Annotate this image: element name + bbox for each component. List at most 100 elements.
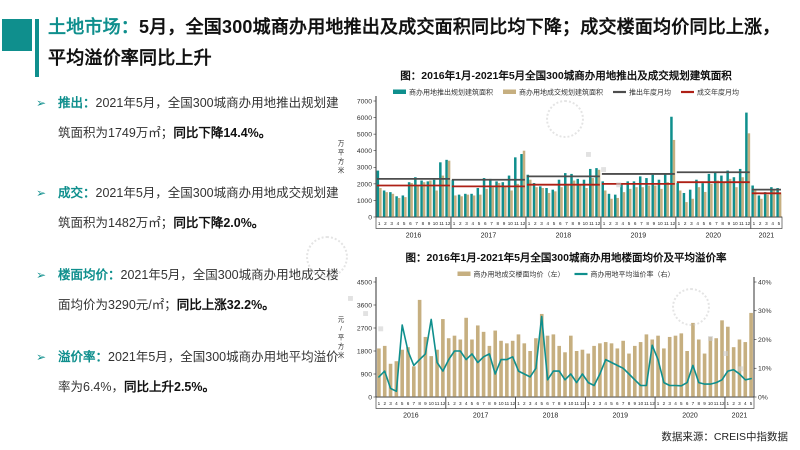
svg-text:2: 2: [593, 401, 596, 406]
svg-text:7: 7: [565, 221, 568, 226]
svg-text:8: 8: [488, 401, 491, 406]
bullet-supply-text: 推出：2021年5月，全国300城商办用地推出规划建筑面积为1749万㎡；同比下…: [58, 96, 339, 140]
svg-text:2020: 2020: [706, 233, 722, 240]
bullet-supply: ➢ 推出：2021年5月，全国300城商办用地推出规划建筑面积为1749万㎡；同…: [36, 88, 350, 148]
page-title: 土地市场：5月，全国300城商办用地推出及成交面积同比均下降；成交楼面均价同比上…: [48, 12, 786, 74]
svg-text:5: 5: [778, 221, 781, 226]
svg-text:2: 2: [384, 221, 387, 226]
svg-text:12: 12: [670, 221, 676, 226]
svg-text:6: 6: [546, 401, 549, 406]
svg-text:9: 9: [578, 221, 581, 226]
svg-text:2: 2: [732, 401, 735, 406]
svg-text:商办用地成交规划建筑面积: 商办用地成交规划建筑面积: [519, 88, 603, 97]
svg-text:9: 9: [494, 401, 497, 406]
svg-text:10: 10: [498, 401, 504, 406]
svg-text:11: 11: [644, 401, 649, 406]
svg-text:1: 1: [727, 401, 730, 406]
title-accent-bar: [35, 19, 39, 77]
svg-text:12: 12: [445, 221, 451, 226]
svg-text:11: 11: [739, 221, 744, 226]
svg-text:1: 1: [603, 221, 606, 226]
svg-text:1: 1: [657, 401, 660, 406]
svg-text:8: 8: [646, 221, 649, 226]
svg-text:11: 11: [514, 221, 519, 226]
svg-text:12: 12: [745, 221, 751, 226]
svg-text:3: 3: [615, 221, 618, 226]
svg-text:5: 5: [628, 221, 631, 226]
svg-text:900: 900: [361, 371, 373, 378]
svg-text:7: 7: [552, 401, 555, 406]
svg-text:7: 7: [413, 401, 416, 406]
svg-text:5: 5: [478, 221, 481, 226]
svg-text:平: 平: [338, 149, 345, 157]
svg-text:3: 3: [690, 221, 693, 226]
svg-text:元: 元: [338, 316, 345, 324]
figure-supply-transaction: 图：2016年1月-2021年5月全国300城商办用地推出及成交规划建筑面积 0…: [334, 70, 798, 258]
svg-text:商办用地推出规划建筑面积: 商办用地推出规划建筑面积: [409, 88, 493, 97]
svg-text:10: 10: [708, 401, 714, 406]
arrow-bullet-icon: ➢: [36, 268, 47, 282]
bullet-floor-price-text: 楼面均价：2021年5月，全国300城商办用地成交楼面均价为3290元/㎡；同比…: [58, 268, 339, 312]
chart2-title: 图：2016年1月-2021年5月全国300城商办用地楼面均价及平均溢价率: [405, 252, 727, 264]
svg-text:米: 米: [338, 351, 345, 360]
svg-text:2: 2: [663, 401, 666, 406]
svg-text:30%: 30%: [758, 308, 772, 315]
svg-text:米: 米: [338, 166, 345, 175]
svg-text:10: 10: [733, 221, 739, 226]
svg-text:2: 2: [383, 401, 386, 406]
svg-text:3600: 3600: [357, 302, 372, 309]
svg-text:1: 1: [447, 401, 450, 406]
svg-text:6: 6: [407, 401, 410, 406]
bullet-floor-price: ➢ 楼面均价：2021年5月，全国300城商办用地成交楼面均价为3290元/㎡；…: [36, 260, 350, 320]
svg-text:7: 7: [715, 221, 718, 226]
data-source: 数据来源：CREIS中指数据: [661, 431, 788, 443]
svg-text:2021: 2021: [732, 413, 748, 420]
svg-text:6: 6: [559, 221, 562, 226]
svg-text:万: 万: [338, 140, 345, 148]
svg-text:3: 3: [668, 401, 671, 406]
svg-text:2: 2: [453, 401, 456, 406]
price-premium-chart: 0 900 1800 2700 3600 4500 0% 10% 20% 30% 40% 元 /平方米 1…: [338, 270, 772, 420]
svg-text:4000: 4000: [357, 148, 372, 155]
svg-text:9: 9: [424, 401, 427, 406]
svg-text:3: 3: [529, 401, 532, 406]
svg-text:3: 3: [540, 221, 543, 226]
svg-text:10: 10: [638, 401, 644, 406]
svg-text:9: 9: [564, 401, 567, 406]
svg-text:0: 0: [368, 214, 372, 221]
accent-square: [2, 19, 32, 51]
arrow-bullet-icon: ➢: [36, 186, 47, 200]
svg-text:6000: 6000: [357, 115, 372, 122]
svg-text:4: 4: [604, 401, 607, 406]
svg-text:6: 6: [616, 401, 619, 406]
svg-text:1: 1: [678, 221, 681, 226]
svg-text:7000: 7000: [357, 98, 372, 105]
svg-text:5: 5: [680, 401, 683, 406]
svg-text:6: 6: [476, 401, 479, 406]
svg-text:10%: 10%: [758, 366, 772, 373]
svg-text:0%: 0%: [758, 394, 768, 401]
svg-text:3: 3: [465, 221, 468, 226]
svg-text:8: 8: [558, 401, 561, 406]
svg-text:2017: 2017: [481, 233, 497, 240]
svg-text:8: 8: [497, 221, 500, 226]
svg-text:商办用地平均溢价率（右）: 商办用地平均溢价率（右）: [591, 270, 675, 279]
svg-text:11: 11: [435, 401, 440, 406]
bullet-transaction-text: 成交：2021年5月，全国300城商办用地成交规划建筑面积为1482万㎡；同比下…: [58, 186, 339, 230]
svg-text:11: 11: [664, 221, 669, 226]
svg-text:1800: 1800: [357, 348, 372, 355]
svg-text:1: 1: [753, 221, 756, 226]
arrow-bullet-icon: ➢: [36, 350, 47, 364]
svg-text:7: 7: [490, 221, 493, 226]
svg-text:9: 9: [634, 401, 637, 406]
svg-text:11: 11: [504, 401, 509, 406]
svg-text:11: 11: [714, 401, 719, 406]
svg-text:4: 4: [465, 401, 468, 406]
svg-text:6: 6: [709, 221, 712, 226]
svg-text:11: 11: [589, 221, 594, 226]
svg-text:/: /: [340, 326, 342, 333]
svg-text:2020: 2020: [682, 413, 698, 420]
svg-text:5: 5: [403, 221, 406, 226]
